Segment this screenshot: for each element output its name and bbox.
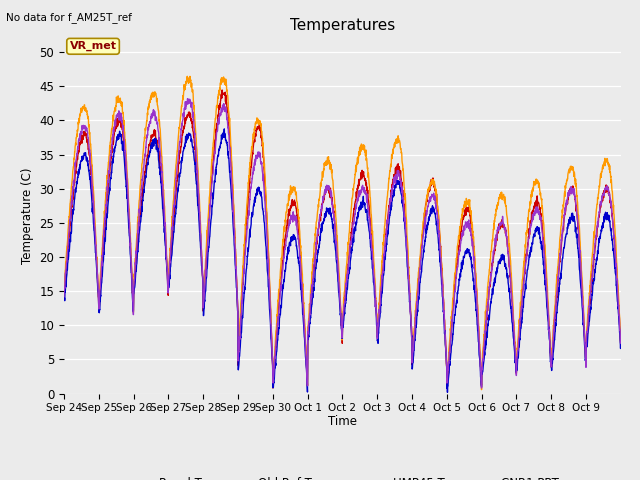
- Title: Temperatures: Temperatures: [290, 18, 395, 33]
- Y-axis label: Temperature (C): Temperature (C): [21, 168, 34, 264]
- Text: No data for f_AM25T_ref: No data for f_AM25T_ref: [6, 12, 132, 23]
- X-axis label: Time: Time: [328, 415, 357, 428]
- Legend: Panel T, Old Ref Temp, HMP45 T, CNR1 PRT: Panel T, Old Ref Temp, HMP45 T, CNR1 PRT: [121, 472, 564, 480]
- Text: VR_met: VR_met: [70, 41, 116, 51]
